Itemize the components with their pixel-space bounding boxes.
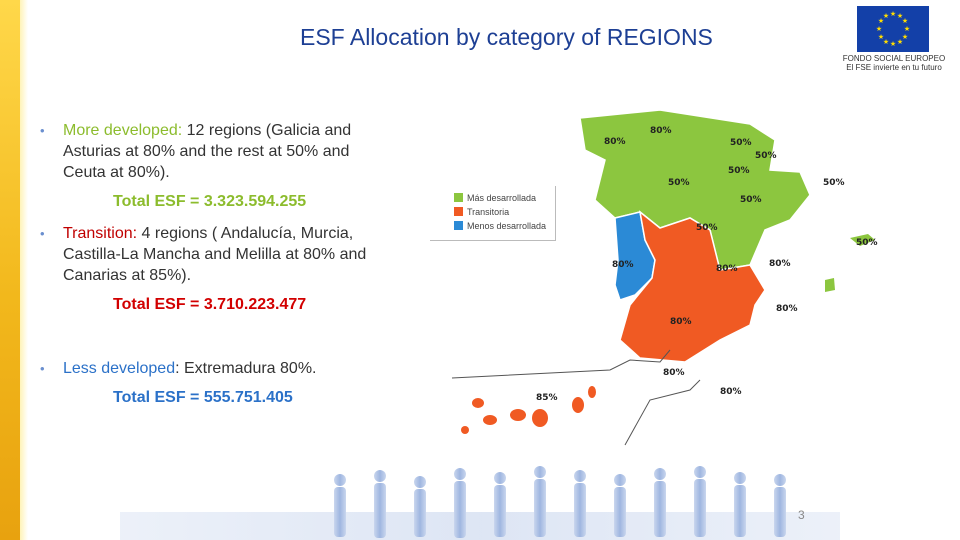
svg-text:★: ★: [878, 17, 884, 25]
bullet-less-developed: • Less developed: Extremadura 80%. Total…: [40, 358, 390, 408]
map-label: 80%: [663, 368, 685, 378]
legend-item: Menos desarrollada: [454, 221, 546, 231]
map-label: 50%: [728, 166, 750, 176]
bullet-label: More developed:: [63, 122, 183, 139]
map-label: 80%: [776, 304, 798, 314]
map-legend: Más desarrollada Transitoria Menos desar…: [430, 186, 556, 241]
bullet-total: Total ESF = 3.710.223.477: [113, 296, 307, 313]
slide-title: ESF Allocation by category of REGIONS: [300, 24, 713, 50]
svg-text:★: ★: [890, 40, 896, 48]
bullet-text: : Extremadura 80%.: [175, 360, 317, 377]
map-label: 80%: [716, 264, 738, 274]
svg-text:★: ★: [904, 25, 910, 33]
bullet-dot-icon: •: [40, 226, 45, 241]
map-label: 50%: [740, 195, 762, 205]
map-label: 50%: [755, 151, 777, 161]
map-label: 80%: [720, 387, 742, 397]
map-canary-islands: [461, 386, 596, 434]
page-number: 3: [798, 508, 805, 522]
map-region-transition: [619, 210, 766, 363]
svg-text:★: ★: [902, 33, 908, 41]
eu-caption-text: FONDO SOCIAL EUROPEO El FSE invierte en …: [842, 54, 946, 72]
bullet-text: 4 regions ( Andalucía, Murcia, Castilla-…: [63, 225, 367, 284]
map-label: 50%: [823, 178, 845, 188]
svg-text:★: ★: [883, 12, 889, 20]
map-percent-labels: 80% 80% 50% 50% 50% 50% 50% 50% 50% 80% …: [536, 126, 878, 403]
map-label: 50%: [696, 223, 718, 233]
bullet-dot-icon: •: [40, 123, 45, 138]
map-balearic-islands-south: [825, 278, 835, 292]
bullet-transition: • Transition: 4 regions ( Andalucía, Mur…: [40, 223, 390, 315]
map-label: 80%: [604, 137, 626, 147]
bullet-label: Less developed: [63, 360, 176, 377]
eu-fund-caption: FONDO SOCIAL EUROPEO El FSE invierte en …: [842, 54, 946, 72]
legend-item: Transitoria: [454, 207, 509, 217]
legend-label: Más desarrollada: [467, 193, 537, 203]
map-label: 50%: [668, 178, 690, 188]
bullet-total: Total ESF = 3.323.594.255: [113, 193, 307, 210]
bullet-more-developed: • More developed: 12 regions (Galicia an…: [40, 120, 390, 212]
people-silhouettes-decoration: [120, 466, 840, 540]
legend-item: Más desarrollada: [454, 193, 536, 203]
map-label: 50%: [730, 138, 752, 148]
svg-text:★: ★: [897, 38, 903, 46]
bullet-text: 12 regions (Galicia and Asturias at 80% …: [63, 122, 352, 181]
bullet-dot-icon: •: [40, 361, 45, 376]
map-inset-frame: [451, 349, 701, 446]
map-label: 85%: [536, 393, 558, 403]
legend-label: Menos desarrollada: [467, 221, 547, 231]
legend-swatch: [454, 207, 463, 216]
legend-swatch: [454, 193, 463, 202]
eu-flag-icon: ★ ★ ★ ★ ★ ★ ★ ★ ★ ★ ★ ★: [857, 6, 929, 52]
svg-text:★: ★: [876, 25, 882, 33]
map-label: 80%: [650, 126, 672, 136]
map-label: 50%: [856, 238, 878, 248]
svg-text:★: ★: [878, 33, 884, 41]
bullet-list: • More developed: 12 regions (Galicia an…: [40, 120, 390, 408]
bullet-label: Transition:: [63, 225, 138, 242]
svg-text:★: ★: [897, 12, 903, 20]
map-label: 80%: [769, 259, 791, 269]
spain-regions-map: 80% 80% 50% 50% 50% 50% 50% 50% 50% 80% …: [451, 109, 878, 446]
svg-text:★: ★: [902, 17, 908, 25]
svg-text:★: ★: [883, 38, 889, 46]
legend-label: Transitoria: [467, 207, 510, 217]
svg-text:★: ★: [890, 10, 896, 18]
bullet-total: Total ESF = 555.751.405: [113, 389, 293, 406]
left-decorative-bar: [0, 0, 28, 540]
legend-swatch: [454, 221, 463, 230]
map-balearic-islands: [850, 234, 875, 246]
map-label: 80%: [612, 260, 634, 270]
map-label: 80%: [670, 317, 692, 327]
